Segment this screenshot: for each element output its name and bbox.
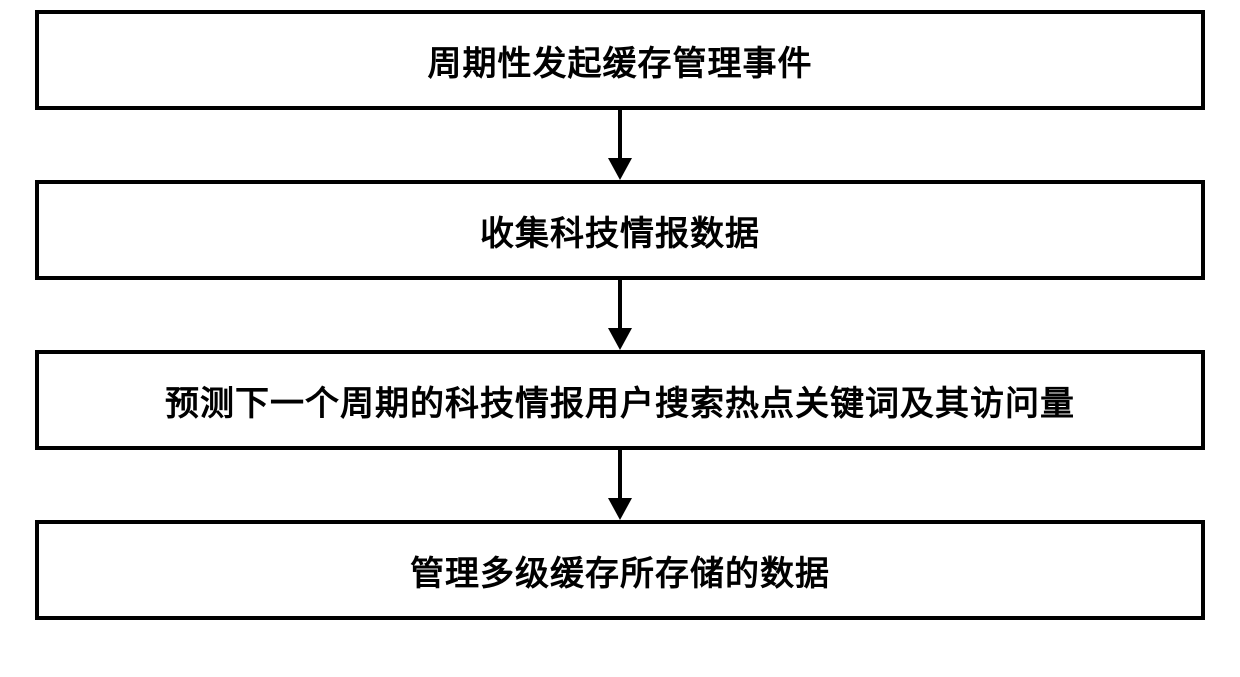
flowchart-canvas: 周期性发起缓存管理事件收集科技情报数据预测下一个周期的科技情报用户搜索热点关键词… [0,0,1240,677]
arrow-head-icon [608,158,632,180]
arrow-shaft [618,450,622,498]
arrow-shaft [618,280,622,328]
flow-box-label: 周期性发起缓存管理事件 [428,36,813,85]
flow-box-label: 收集科技情报数据 [480,206,760,255]
arrow-head-icon [608,328,632,350]
flow-box-step3: 预测下一个周期的科技情报用户搜索热点关键词及其访问量 [35,350,1205,450]
flow-box-step1: 周期性发起缓存管理事件 [35,10,1205,110]
arrow-shaft [618,110,622,158]
flow-box-step2: 收集科技情报数据 [35,180,1205,280]
arrow-head-icon [608,498,632,520]
flow-box-step4: 管理多级缓存所存储的数据 [35,520,1205,620]
flow-box-label: 预测下一个周期的科技情报用户搜索热点关键词及其访问量 [165,376,1075,425]
flow-box-label: 管理多级缓存所存储的数据 [410,546,830,595]
